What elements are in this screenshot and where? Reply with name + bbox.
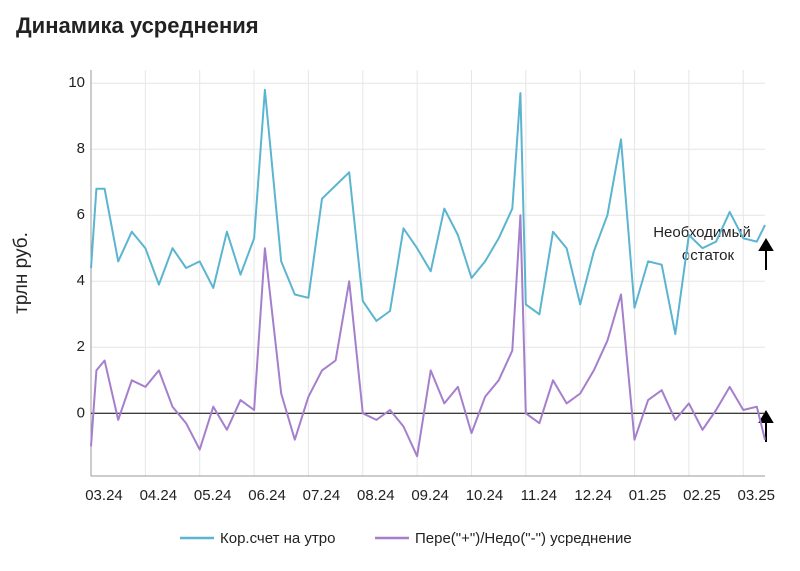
y-tick-label: 2 bbox=[77, 338, 85, 355]
y-tick-label: 6 bbox=[77, 206, 85, 223]
y-tick-label: 0 bbox=[77, 404, 85, 421]
x-tick-label: 07.24 bbox=[303, 487, 341, 504]
x-tick-label: 04.24 bbox=[140, 487, 178, 504]
y-axis-label: трлн руб. bbox=[11, 232, 32, 314]
legend-label: Кор.счет на утро bbox=[220, 530, 335, 547]
x-tick-label: 01.25 bbox=[629, 487, 667, 504]
legend-label: Пере("+")/Недо("-") усреднение bbox=[415, 530, 632, 547]
chart-title: Динамика усреднения bbox=[16, 13, 259, 38]
y-tick-label: 10 bbox=[68, 74, 85, 91]
x-tick-label: 06.24 bbox=[248, 487, 286, 504]
series-line bbox=[90, 88, 766, 336]
x-tick-label: 12.24 bbox=[574, 487, 612, 504]
x-tick-label: 11.24 bbox=[521, 487, 557, 504]
series-line bbox=[90, 214, 766, 458]
y-tick-label: 8 bbox=[77, 140, 85, 157]
y-tick-label: 4 bbox=[77, 272, 85, 289]
x-tick-label: 10.24 bbox=[466, 487, 504, 504]
annotation: остаток bbox=[682, 247, 735, 264]
x-tick-label: 03.25 bbox=[737, 487, 775, 504]
x-tick-label: 03.24 bbox=[85, 487, 123, 504]
x-tick-label: 02.25 bbox=[683, 487, 721, 504]
x-tick-label: 08.24 bbox=[357, 487, 395, 504]
annotation-arrows bbox=[758, 238, 774, 442]
annotation: Необходимый bbox=[653, 224, 751, 241]
x-tick-label: 09.24 bbox=[411, 487, 449, 504]
x-tick-label: 05.24 bbox=[194, 487, 232, 504]
